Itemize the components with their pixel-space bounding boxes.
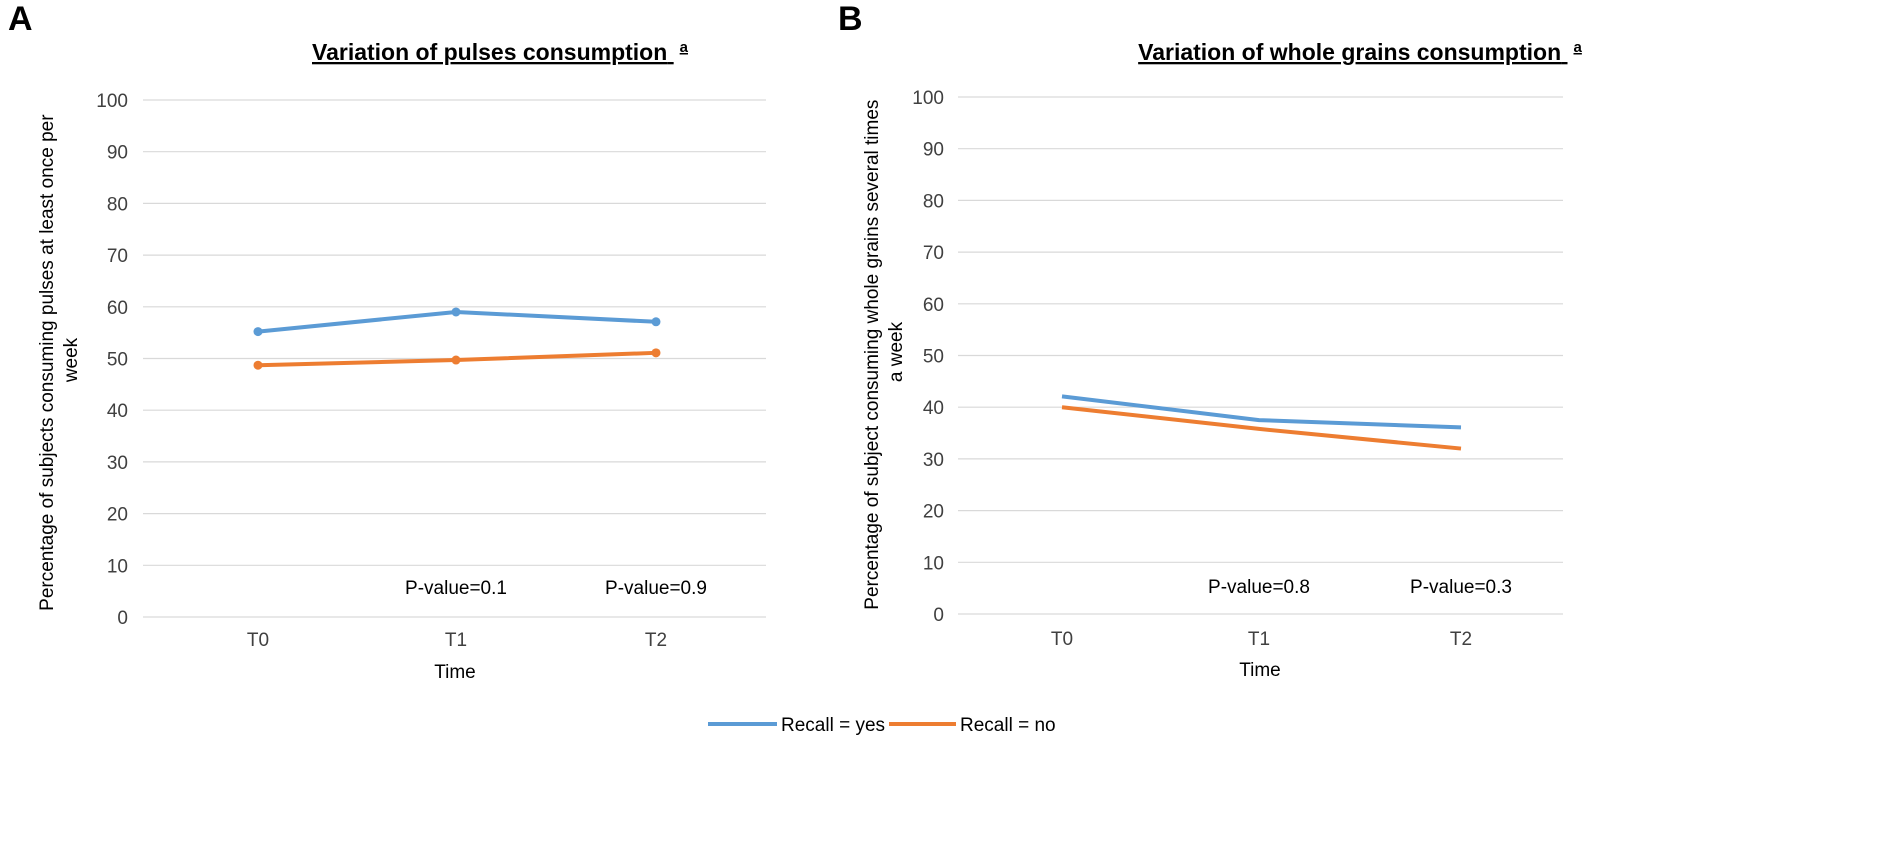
- y-axis-label-a: Percentage of subjects consuming pulses …: [37, 109, 82, 611]
- chart-title-b-superscript: a: [1574, 39, 1583, 56]
- y-tick-b-0: 0: [933, 605, 944, 626]
- x-axis-label-b: Time: [1239, 660, 1281, 681]
- y-tick-b-10: 10: [923, 553, 944, 574]
- y-tick-a-10: 10: [107, 556, 128, 577]
- p-value-b-t1: P-value=0.8: [1208, 577, 1310, 598]
- x-tick-labels-b: T0 T1 T2: [1051, 629, 1472, 650]
- series-lines-a: [253, 307, 661, 370]
- chart-title-b-text: Variation of whole grains consumption: [1138, 39, 1561, 65]
- y-tick-b-50: 50: [923, 347, 944, 368]
- data-point-a-recall-yes-t0: [253, 327, 263, 337]
- x-tick-b-t0: T0: [1051, 629, 1073, 650]
- data-point-a-recall-no-t2: [651, 348, 661, 358]
- y-tick-b-40: 40: [923, 398, 944, 419]
- data-point-a-recall-no-t0: [253, 360, 263, 370]
- y-tick-a-90: 90: [107, 143, 128, 164]
- y-tick-labels-a: 0 10 20 30 40 50 60 70 80 90 100: [96, 91, 128, 629]
- x-tick-b-t1: T1: [1248, 629, 1270, 650]
- y-tick-b-70: 70: [923, 243, 944, 264]
- panel-a: A Variation of pulses consumption a 0 10 2…: [8, 0, 766, 683]
- data-point-a-recall-yes-t2: [651, 317, 661, 327]
- p-value-a-t2: P-value=0.9: [605, 578, 707, 599]
- y-tick-labels-b: 0 10 20 30 40 50 60 70 80 90 100: [912, 88, 944, 626]
- y-tick-b-100: 100: [912, 88, 944, 109]
- chart-title-a-text: Variation of pulses consumption: [312, 39, 667, 65]
- series-line-b-recall-no: [1061, 405, 1462, 451]
- y-tick-a-30: 30: [107, 453, 128, 474]
- y-tick-a-20: 20: [107, 505, 128, 526]
- chart-title-a-superscript: a: [680, 39, 689, 56]
- y-tick-b-80: 80: [923, 191, 944, 212]
- y-tick-a-0: 0: [117, 608, 128, 629]
- x-axis-label-a: Time: [434, 662, 476, 683]
- x-tick-a-t1: T1: [445, 630, 467, 651]
- y-tick-b-60: 60: [923, 295, 944, 316]
- legend: Recall = yes Recall = no: [708, 715, 1056, 736]
- y-axis-label-b-line2: a week: [886, 321, 907, 382]
- x-tick-b-t2: T2: [1450, 629, 1472, 650]
- y-tick-a-60: 60: [107, 298, 128, 319]
- x-tick-a-t0: T0: [247, 630, 269, 651]
- y-tick-a-80: 80: [107, 194, 128, 215]
- panel-b: B Variation of whole grains consumption …: [838, 0, 1583, 681]
- series-lines-b: [1061, 394, 1462, 451]
- data-point-a-recall-no-t1: [451, 355, 461, 365]
- data-point-a-recall-yes-t1: [451, 307, 461, 317]
- y-tick-a-100: 100: [96, 91, 128, 112]
- series-line-b-recall-yes: [1061, 394, 1462, 430]
- y-axis-label-b-line1: Percentage of subject consuming whole gr…: [862, 100, 883, 610]
- x-tick-labels-a: T0 T1 T2: [247, 630, 667, 651]
- y-tick-b-90: 90: [923, 140, 944, 161]
- p-value-annotations-a: P-value=0.1 P-value=0.9: [405, 578, 707, 599]
- p-value-annotations-b: P-value=0.8 P-value=0.3: [1208, 577, 1512, 598]
- chart-title-b: Variation of whole grains consumption a: [1138, 39, 1582, 65]
- y-tick-b-30: 30: [923, 450, 944, 471]
- y-tick-a-70: 70: [107, 246, 128, 267]
- legend-label-recall-no: Recall = no: [960, 715, 1056, 736]
- panel-letter-b: B: [838, 0, 863, 38]
- legend-label-recall-yes: Recall = yes: [781, 715, 885, 736]
- p-value-b-t2: P-value=0.3: [1410, 577, 1512, 598]
- x-tick-a-t2: T2: [645, 630, 667, 651]
- gridlines-b: [958, 96, 1563, 615]
- panel-letter-a: A: [8, 0, 33, 38]
- y-axis-label-a-line2: week: [61, 337, 82, 383]
- p-value-a-t1: P-value=0.1: [405, 578, 507, 599]
- chart-title-a: Variation of pulses consumption a: [312, 39, 689, 65]
- y-tick-a-40: 40: [107, 401, 128, 422]
- y-axis-label-a-line1: Percentage of subjects consuming pulses …: [37, 114, 58, 611]
- y-tick-b-20: 20: [923, 502, 944, 523]
- y-tick-a-50: 50: [107, 350, 128, 371]
- y-axis-label-b: Percentage of subject consuming whole gr…: [862, 94, 907, 609]
